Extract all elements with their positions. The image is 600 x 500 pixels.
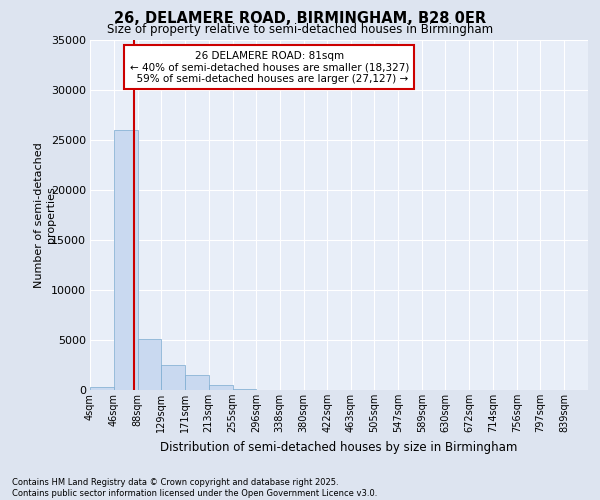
Bar <box>185 375 209 390</box>
Text: Contains HM Land Registry data © Crown copyright and database right 2025.
Contai: Contains HM Land Registry data © Crown c… <box>12 478 377 498</box>
Bar <box>137 339 161 390</box>
Bar <box>233 389 256 390</box>
Bar <box>209 385 233 390</box>
Text: 26, DELAMERE ROAD, BIRMINGHAM, B28 0ER: 26, DELAMERE ROAD, BIRMINGHAM, B28 0ER <box>114 11 486 26</box>
Bar <box>114 130 137 390</box>
Y-axis label: Number of semi-detached
properties: Number of semi-detached properties <box>34 142 56 288</box>
Text: Size of property relative to semi-detached houses in Birmingham: Size of property relative to semi-detach… <box>107 22 493 36</box>
Bar <box>90 387 114 390</box>
Bar <box>161 365 185 390</box>
X-axis label: Distribution of semi-detached houses by size in Birmingham: Distribution of semi-detached houses by … <box>160 440 518 454</box>
Text: 26 DELAMERE ROAD: 81sqm
← 40% of semi-detached houses are smaller (18,327)
  59%: 26 DELAMERE ROAD: 81sqm ← 40% of semi-de… <box>130 50 409 84</box>
